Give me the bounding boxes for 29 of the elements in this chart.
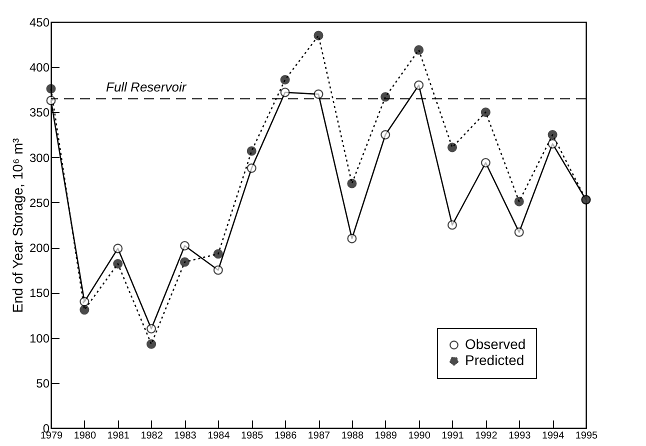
x-tick-label: 1994 [542,430,565,442]
x-tick-label: 1983 [174,430,197,442]
legend-label: Predicted [465,352,524,368]
x-tick-label: 1988 [341,430,364,442]
x-tick-label: 1993 [508,430,532,442]
x-tick-label: 1987 [308,430,331,442]
x-tick-label: 1990 [408,430,431,442]
x-tick-label: 1991 [442,430,464,442]
y-tick-label: 100 [29,331,50,346]
x-tick-label: 1986 [274,430,298,442]
x-tick-label: 1984 [208,430,230,442]
x-tick-label: 1985 [241,430,264,442]
x-tick-label: 1981 [107,430,130,442]
y-tick-label: 300 [29,150,50,165]
y-tick-label: 200 [29,241,50,256]
x-tick-label: 1992 [475,430,498,442]
y-tick-label: 350 [29,106,50,120]
y-tick-label: 450 [29,16,50,30]
ref-line-label: Full Reservoir [106,80,187,95]
y-axis-title: End of Year Storage, 10⁶ m³ [9,138,26,313]
x-tick-label: 1989 [374,430,398,442]
legend-label: Observed [465,336,526,352]
y-tick-label: 400 [29,60,50,75]
y-tick-label: 150 [29,286,50,300]
x-tick-label: 1995 [575,430,598,442]
y-tick-label: 50 [36,376,50,390]
x-tick-label: 1982 [140,430,164,442]
x-tick-label: 1980 [74,430,96,442]
y-tick-label: 250 [29,196,50,210]
